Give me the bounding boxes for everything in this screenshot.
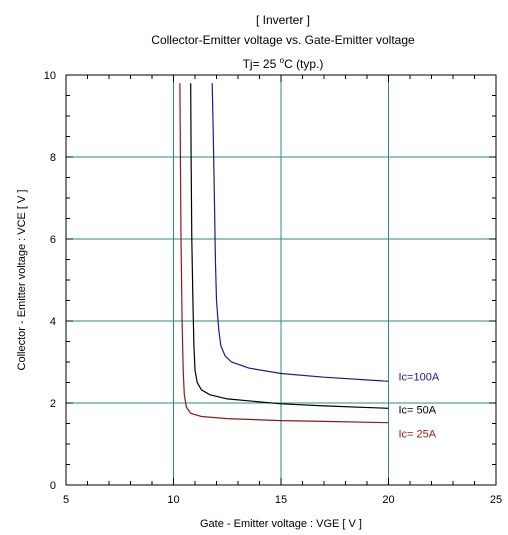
axis-ticks	[65, 74, 497, 486]
y-tick-label: 2	[50, 398, 56, 410]
series-label-3: Ic= 25A	[399, 429, 437, 441]
x-tick-label: 10	[167, 494, 179, 506]
x-tick-label: 20	[382, 494, 394, 506]
x-tick-label: 15	[275, 494, 287, 506]
y-tick-label: 0	[50, 480, 56, 492]
subtitle-suffix: C (typ.)	[284, 57, 323, 71]
series-label-1: Ic=100A	[399, 371, 440, 383]
y-tick-label: 4	[50, 316, 56, 328]
degree-symbol: o	[280, 56, 285, 65]
y-axis-label: Collector - Emitter voltage : VCE [ V ]	[16, 190, 28, 371]
series-labels: Ic=100A Ic= 50A Ic= 25A	[399, 371, 440, 440]
series-line-3	[179, 83, 389, 424]
y-tick-label: 8	[50, 152, 56, 164]
series-lines	[179, 83, 389, 424]
chart-title-line-2: Collector-Emitter voltage vs. Gate-Emitt…	[151, 33, 415, 47]
axis-tick-labels: 5 10 15 20 25 0 2 4 6 8 10	[44, 70, 502, 506]
chart-subtitle: Tj= 25 oC (typ.)	[243, 56, 324, 71]
y-tick-label: 6	[50, 234, 56, 246]
x-tick-label: 5	[63, 494, 69, 506]
y-tick-label: 10	[44, 70, 56, 82]
chart-title-line-1: [ Inverter ]	[256, 13, 310, 27]
series-label-2: Ic= 50A	[399, 404, 437, 416]
series-line-2	[190, 83, 389, 409]
series-line-1	[211, 83, 389, 382]
x-axis-label: Gate - Emitter voltage : VGE [ V ]	[200, 518, 362, 530]
grid	[66, 75, 496, 485]
x-tick-label: 25	[490, 494, 502, 506]
subtitle-prefix: Tj= 25	[243, 57, 280, 71]
